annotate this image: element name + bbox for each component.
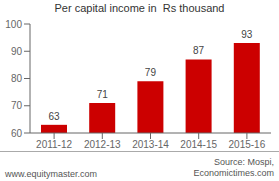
svg-text:2011-12: 2011-12 [36,139,72,150]
svg-text:79: 79 [145,67,157,78]
svg-text:2014-15: 2014-15 [180,139,217,150]
html-text:www.equitymaster.com: www.equitymaster.com [5,169,97,179]
svg-text:2012-13: 2012-13 [84,139,121,150]
svg-text:60: 60 [11,128,23,139]
svg-text:71: 71 [97,89,109,100]
svg-text:93: 93 [241,29,253,40]
html-text:Source: Mospi,: Source: Mospi, [214,157,274,167]
html-text:Economictimes.com: Economictimes.com [193,168,274,178]
svg-text:90: 90 [11,46,23,57]
svg-text:2013-14: 2013-14 [132,139,169,150]
svg-text:100: 100 [8,19,22,30]
html-text:Per capital income in Rs thous: Per capital income in Rs thousand [54,2,225,14]
svg-text:63: 63 [48,111,60,122]
svg-text:70: 70 [11,100,23,111]
svg-text:2015-16: 2015-16 [229,139,266,150]
svg-text:80: 80 [11,73,23,84]
svg-text:87: 87 [193,45,205,56]
